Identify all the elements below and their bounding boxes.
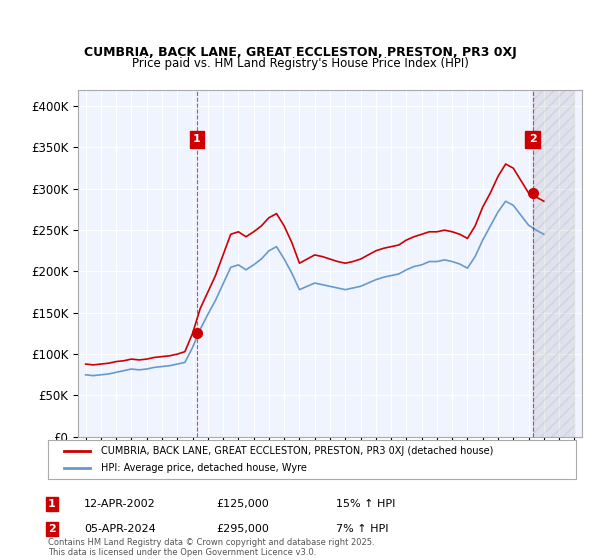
Text: 05-APR-2024: 05-APR-2024 (84, 524, 156, 534)
Text: CUMBRIA, BACK LANE, GREAT ECCLESTON, PRESTON, PR3 0XJ (detached house): CUMBRIA, BACK LANE, GREAT ECCLESTON, PRE… (101, 446, 493, 456)
Text: 1: 1 (193, 134, 200, 144)
Text: 2: 2 (529, 134, 536, 144)
Text: 2: 2 (48, 524, 56, 534)
Text: HPI: Average price, detached house, Wyre: HPI: Average price, detached house, Wyre (101, 463, 307, 473)
Text: 15% ↑ HPI: 15% ↑ HPI (336, 499, 395, 509)
Text: CUMBRIA, BACK LANE, GREAT ECCLESTON, PRESTON, PR3 0XJ: CUMBRIA, BACK LANE, GREAT ECCLESTON, PRE… (83, 46, 517, 59)
Text: £125,000: £125,000 (216, 499, 269, 509)
Text: £295,000: £295,000 (216, 524, 269, 534)
Text: 1: 1 (48, 499, 56, 509)
Text: 12-APR-2002: 12-APR-2002 (84, 499, 156, 509)
Text: 7% ↑ HPI: 7% ↑ HPI (336, 524, 389, 534)
Text: Contains HM Land Registry data © Crown copyright and database right 2025.
This d: Contains HM Land Registry data © Crown c… (48, 538, 374, 557)
Bar (533, 90, 574, 437)
Text: Price paid vs. HM Land Registry's House Price Index (HPI): Price paid vs. HM Land Registry's House … (131, 57, 469, 70)
